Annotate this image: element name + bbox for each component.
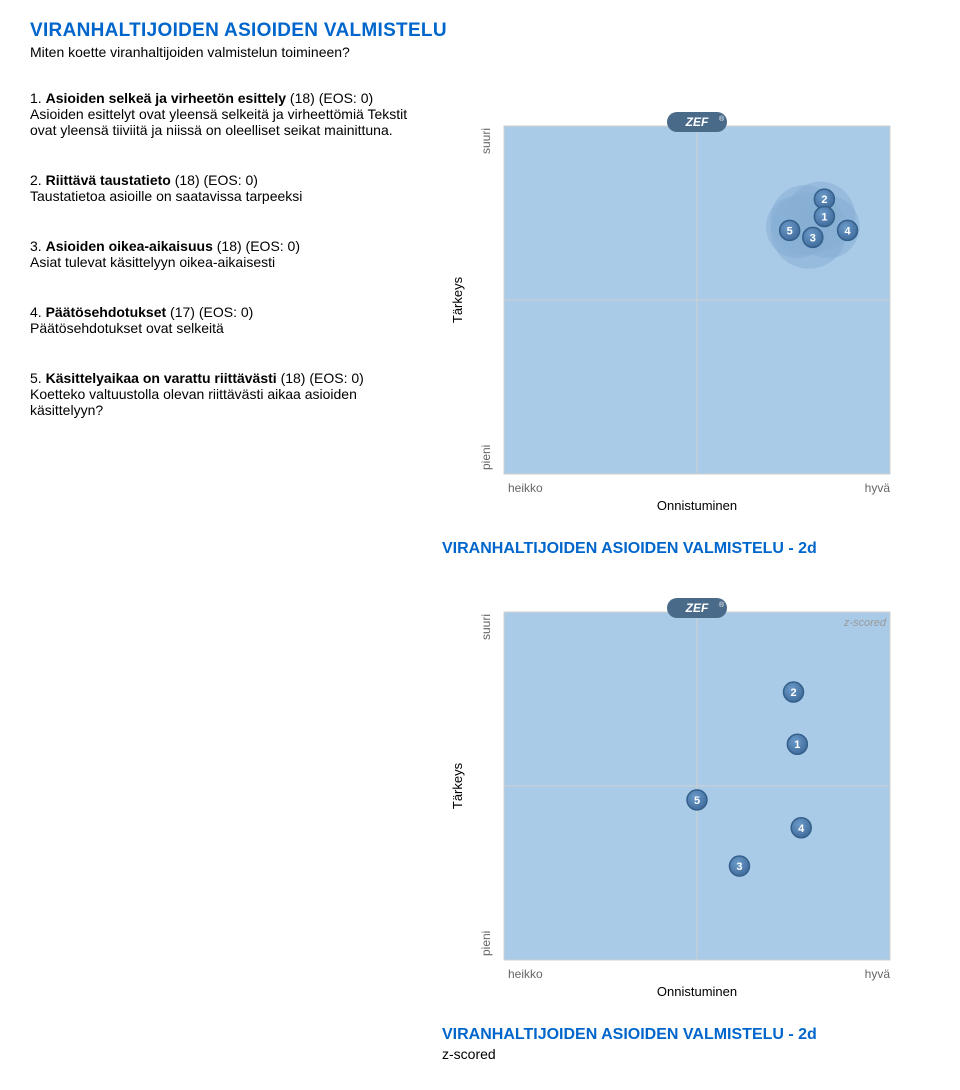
- item-desc: Taustatietoa asioille on saatavissa tarp…: [30, 188, 430, 204]
- item-title: 3. Asioiden oikea-aikaisuus (18) (EOS: 0…: [30, 238, 430, 254]
- data-point: 4: [791, 818, 811, 838]
- y-axis-high: suuri: [479, 614, 493, 640]
- zef-badge-text: ZEF: [685, 601, 709, 615]
- chart-1-wrap: ZEF ® 2 1 5 3 4 Onnistuminen heikko hyvä Tärkeys pi…: [442, 90, 930, 530]
- left-column: 1. Asioiden selkeä ja virheetön esittely…: [30, 90, 430, 1070]
- data-point: 5: [687, 790, 707, 810]
- z-scored-label: z-scored: [843, 617, 887, 629]
- item-heading: Asioiden selkeä ja virheetön esittely: [46, 90, 286, 106]
- scatter-chart-2: ZEF ® z-scored 2 1 5 4 3 Onnistuminen heikko hyvä T…: [442, 576, 902, 1016]
- data-point: 5: [780, 220, 800, 240]
- x-axis-low: heikko: [508, 481, 543, 495]
- right-column: ZEF ® 2 1 5 3 4 Onnistuminen heikko hyvä Tärkeys pi…: [442, 90, 930, 1070]
- chart-2-wrap: ZEF ® z-scored 2 1 5 4 3 Onnistuminen heikko hyvä T…: [442, 576, 930, 1016]
- page-title: VIRANHALTIJOIDEN ASIOIDEN VALMISTELU: [30, 20, 930, 42]
- item-desc: Asioiden esittelyt ovat yleensä selkeitä…: [30, 106, 430, 138]
- data-point: 2: [784, 682, 804, 702]
- item-number: 2.: [30, 172, 46, 188]
- list-item: 3. Asioiden oikea-aikaisuus (18) (EOS: 0…: [30, 238, 430, 270]
- item-desc: Päätösehdotukset ovat selkeitä: [30, 320, 430, 336]
- x-axis-label: Onnistuminen: [657, 498, 737, 513]
- data-point-label: 3: [810, 232, 816, 244]
- item-title: 1. Asioiden selkeä ja virheetön esittely…: [30, 90, 430, 106]
- list-item: 4. Päätösehdotukset (17) (EOS: 0)Päätöse…: [30, 304, 430, 336]
- item-title: 5. Käsittelyaikaa on varattu riittävästi…: [30, 370, 430, 386]
- x-axis-high: hyvä: [865, 481, 891, 495]
- item-meta: (17) (EOS: 0): [166, 304, 253, 320]
- x-axis-label: Onnistuminen: [657, 984, 737, 999]
- item-heading: Asioiden oikea-aikaisuus: [46, 238, 213, 254]
- data-point: 1: [814, 206, 834, 226]
- item-meta: (18) (EOS: 0): [171, 172, 258, 188]
- svg-text:®: ®: [719, 601, 725, 609]
- item-heading: Päätösehdotukset: [46, 304, 167, 320]
- columns: 1. Asioiden selkeä ja virheetön esittely…: [30, 90, 930, 1070]
- chart-2-subcaption: z-scored: [442, 1046, 930, 1062]
- y-axis-label: Tärkeys: [450, 762, 465, 809]
- list-item: 5. Käsittelyaikaa on varattu riittävästi…: [30, 370, 430, 418]
- data-point-label: 5: [787, 225, 793, 237]
- zef-badge-text: ZEF: [685, 115, 709, 129]
- chart-2-caption: VIRANHALTIJOIDEN ASIOIDEN VALMISTELU - 2…: [442, 1026, 930, 1044]
- data-point-label: 4: [844, 225, 851, 237]
- list-item: 2. Riittävä taustatieto (18) (EOS: 0)Tau…: [30, 172, 430, 204]
- item-number: 5.: [30, 370, 46, 386]
- page-subtitle: Miten koette viranhaltijoiden valmistelu…: [30, 44, 930, 60]
- data-point: 3: [729, 856, 749, 876]
- item-number: 1.: [30, 90, 46, 106]
- data-point-label: 1: [821, 211, 827, 223]
- list-item: 1. Asioiden selkeä ja virheetön esittely…: [30, 90, 430, 138]
- item-number: 3.: [30, 238, 46, 254]
- data-point: 4: [838, 220, 858, 240]
- data-point-label: 4: [798, 823, 805, 835]
- item-meta: (18) (EOS: 0): [277, 370, 364, 386]
- data-point-label: 2: [790, 687, 796, 699]
- y-axis-low: pieni: [479, 931, 493, 956]
- data-point-label: 2: [821, 194, 827, 206]
- x-axis-low: heikko: [508, 967, 543, 981]
- y-axis-label: Tärkeys: [450, 276, 465, 323]
- item-meta: (18) (EOS: 0): [213, 238, 300, 254]
- item-title: 4. Päätösehdotukset (17) (EOS: 0): [30, 304, 430, 320]
- data-point-label: 3: [736, 861, 742, 873]
- item-meta: (18) (EOS: 0): [286, 90, 373, 106]
- data-point-label: 5: [694, 795, 700, 807]
- y-axis-high: suuri: [479, 128, 493, 154]
- data-point-label: 1: [794, 739, 800, 751]
- x-axis-high: hyvä: [865, 967, 891, 981]
- y-axis-low: pieni: [479, 445, 493, 470]
- page: VIRANHALTIJOIDEN ASIOIDEN VALMISTELU Mit…: [30, 20, 930, 1070]
- scatter-chart-1: ZEF ® 2 1 5 3 4 Onnistuminen heikko hyvä Tärkeys pi…: [442, 90, 902, 530]
- item-number: 4.: [30, 304, 46, 320]
- data-point: 1: [787, 734, 807, 754]
- svg-text:®: ®: [719, 115, 725, 123]
- item-desc: Asiat tulevat käsittelyyn oikea-aikaises…: [30, 254, 430, 270]
- data-point: 3: [803, 227, 823, 247]
- item-heading: Käsittelyaikaa on varattu riittävästi: [46, 370, 277, 386]
- item-title: 2. Riittävä taustatieto (18) (EOS: 0): [30, 172, 430, 188]
- item-desc: Koetteko valtuustolla olevan riittävästi…: [30, 386, 430, 418]
- item-heading: Riittävä taustatieto: [46, 172, 171, 188]
- chart-1-caption: VIRANHALTIJOIDEN ASIOIDEN VALMISTELU - 2…: [442, 540, 930, 558]
